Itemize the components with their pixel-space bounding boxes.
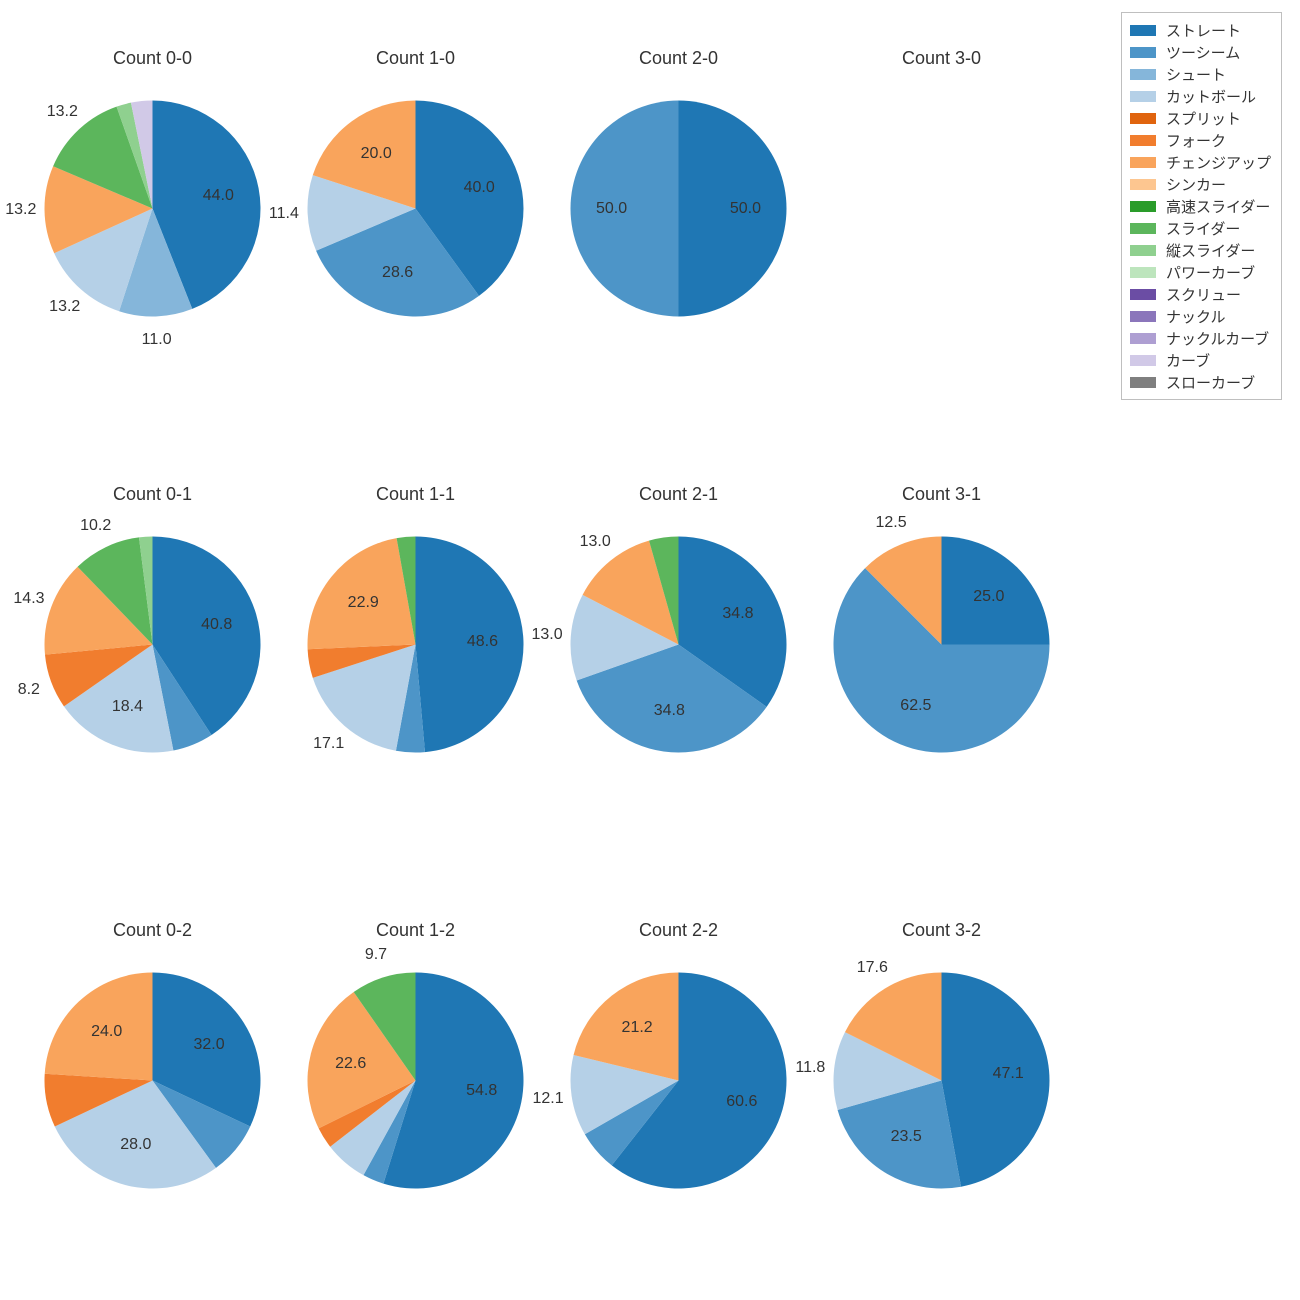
legend-swatch: [1130, 25, 1156, 36]
legend-item: スクリュー: [1130, 283, 1271, 305]
pie-slice: [416, 537, 524, 753]
pie-chart: [30, 522, 275, 767]
legend-label: シンカー: [1166, 174, 1226, 195]
pie-chart: [293, 522, 538, 767]
legend-item: 縦スライダー: [1130, 239, 1271, 261]
legend-swatch: [1130, 113, 1156, 124]
legend-item: カーブ: [1130, 349, 1271, 371]
pie-title: Count 2-1: [556, 484, 801, 505]
legend-label: ストレート: [1166, 20, 1241, 41]
legend-label: スプリット: [1166, 108, 1241, 129]
legend-item: 高速スライダー: [1130, 195, 1271, 217]
legend-swatch: [1130, 311, 1156, 322]
pie-title: Count 3-0: [819, 48, 1064, 69]
pie-title: Count 1-2: [293, 920, 538, 941]
pie-cell: Count 0-232.028.024.0: [30, 920, 275, 1280]
legend-label: カーブ: [1166, 350, 1210, 371]
legend-swatch: [1130, 69, 1156, 80]
legend-swatch: [1130, 201, 1156, 212]
legend-item: スライダー: [1130, 217, 1271, 239]
pie-slice: [942, 973, 1050, 1187]
legend-swatch: [1130, 333, 1156, 344]
legend-item: ナックルカーブ: [1130, 327, 1271, 349]
pie-chart: [556, 522, 801, 767]
pie-slice: [45, 973, 153, 1081]
legend-item: チェンジアップ: [1130, 151, 1271, 173]
pie-cell: Count 2-050.050.0: [556, 48, 801, 408]
legend-swatch: [1130, 91, 1156, 102]
pie-chart: [819, 958, 1064, 1203]
legend-label: シュート: [1166, 64, 1226, 85]
pie-slice: [308, 538, 416, 649]
legend-item: シュート: [1130, 63, 1271, 85]
legend-item: ナックル: [1130, 305, 1271, 327]
pie-cell: Count 0-044.011.013.213.213.2: [30, 48, 275, 408]
legend-swatch: [1130, 355, 1156, 366]
pie-slice: [571, 101, 679, 317]
legend-label: ナックル: [1166, 306, 1226, 327]
legend-label: ツーシーム: [1166, 42, 1240, 63]
pie-cell: Count 0-140.818.48.214.310.2: [30, 484, 275, 844]
pie-slice: [679, 101, 787, 317]
pie-title: Count 0-2: [30, 920, 275, 941]
pie-title: Count 1-0: [293, 48, 538, 69]
pie-cell: Count 1-254.822.69.7: [293, 920, 538, 1280]
pie-title: Count 0-0: [30, 48, 275, 69]
pie-cell: Count 2-260.612.121.2: [556, 920, 801, 1280]
legend-item: カットボール: [1130, 85, 1271, 107]
slice-label: 11.0: [142, 331, 172, 349]
legend-item: ストレート: [1130, 19, 1271, 41]
pie-title: Count 0-1: [30, 484, 275, 505]
legend-swatch: [1130, 157, 1156, 168]
legend-label: カットボール: [1166, 86, 1256, 107]
legend-item: シンカー: [1130, 173, 1271, 195]
pie-chart: [30, 958, 275, 1203]
legend-swatch: [1130, 377, 1156, 388]
pie-title: Count 2-2: [556, 920, 801, 941]
pie-chart: [293, 86, 538, 331]
legend-label: 縦スライダー: [1166, 240, 1255, 261]
pie-cell: Count 3-125.062.512.5: [819, 484, 1064, 844]
legend-swatch: [1130, 47, 1156, 58]
pie-title: Count 3-1: [819, 484, 1064, 505]
legend-label: チェンジアップ: [1166, 152, 1271, 173]
pie-cell: Count 1-148.617.122.9: [293, 484, 538, 844]
pie-title: Count 3-2: [819, 920, 1064, 941]
legend-swatch: [1130, 267, 1156, 278]
legend-swatch: [1130, 179, 1156, 190]
pie-chart: [556, 958, 801, 1203]
legend-item: スプリット: [1130, 107, 1271, 129]
pie-cell: Count 1-040.028.611.420.0: [293, 48, 538, 408]
pie-chart: [556, 86, 801, 331]
legend-label: スライダー: [1166, 218, 1240, 239]
legend-swatch: [1130, 135, 1156, 146]
legend-swatch: [1130, 289, 1156, 300]
legend-swatch: [1130, 245, 1156, 256]
pie-chart: [819, 522, 1064, 767]
legend-swatch: [1130, 223, 1156, 234]
legend-label: パワーカーブ: [1166, 262, 1255, 283]
legend-label: 高速スライダー: [1166, 196, 1270, 217]
legend-label: フォーク: [1166, 130, 1226, 151]
pie-cell: Count 3-0: [819, 48, 1064, 408]
pie-chart: [293, 958, 538, 1203]
legend-label: スローカーブ: [1166, 372, 1255, 393]
legend: ストレートツーシームシュートカットボールスプリットフォークチェンジアップシンカー…: [1121, 12, 1282, 400]
pie-slice: [942, 537, 1050, 645]
pie-cell: Count 2-134.834.813.013.0: [556, 484, 801, 844]
legend-item: ツーシーム: [1130, 41, 1271, 63]
pie-cell: Count 3-247.123.511.817.6: [819, 920, 1064, 1280]
legend-item: スローカーブ: [1130, 371, 1271, 393]
legend-label: スクリュー: [1166, 284, 1241, 305]
legend-item: パワーカーブ: [1130, 261, 1271, 283]
pie-title: Count 1-1: [293, 484, 538, 505]
pie-chart: [30, 86, 275, 331]
pie-title: Count 2-0: [556, 48, 801, 69]
legend-label: ナックルカーブ: [1166, 328, 1269, 349]
legend-item: フォーク: [1130, 129, 1271, 151]
chart-grid: Count 0-044.011.013.213.213.2Count 1-040…: [0, 0, 1300, 1300]
